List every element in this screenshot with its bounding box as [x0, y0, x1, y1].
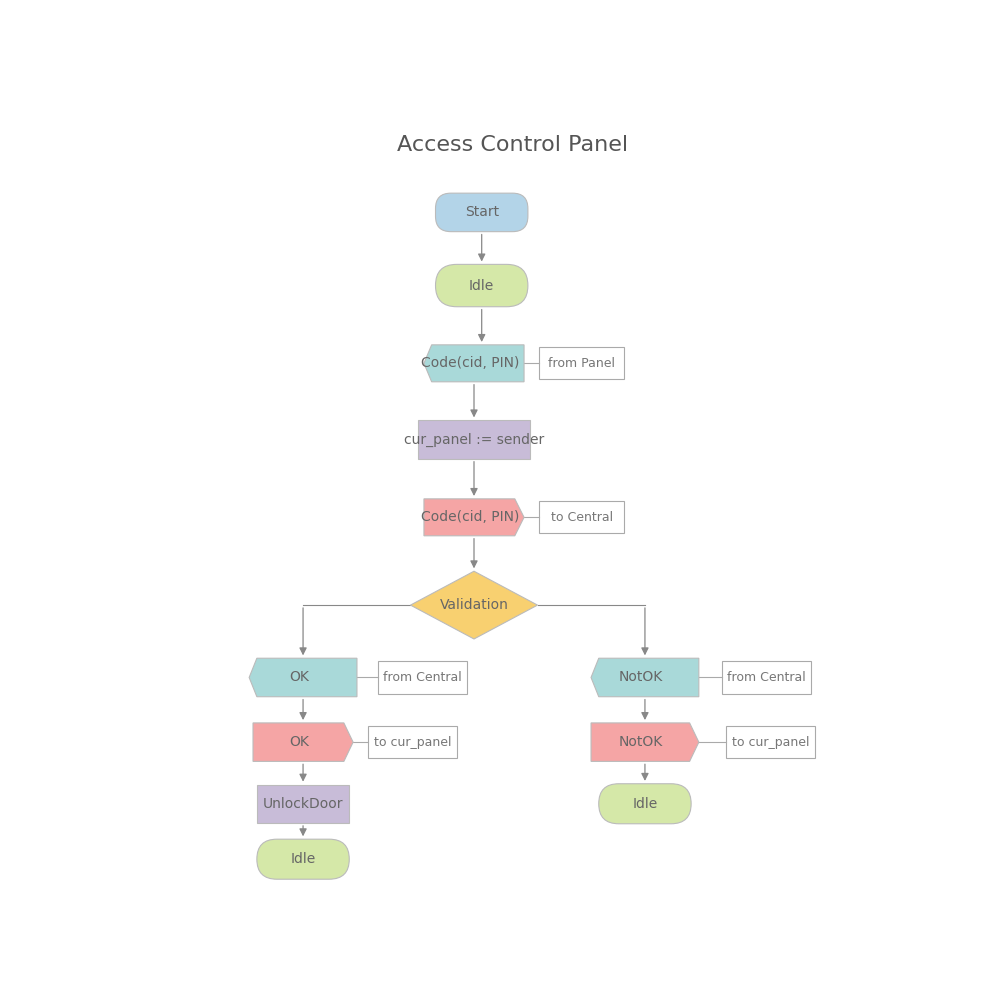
Text: Start: Start — [465, 205, 499, 219]
Bar — [539, 501, 624, 533]
Text: to cur_panel: to cur_panel — [374, 736, 451, 749]
Text: cur_panel := sender: cur_panel := sender — [404, 432, 544, 447]
Text: from Central: from Central — [727, 671, 806, 684]
Text: to Central: to Central — [551, 511, 613, 524]
Text: Idle: Idle — [469, 279, 494, 293]
FancyBboxPatch shape — [257, 839, 349, 879]
Polygon shape — [249, 658, 357, 697]
FancyBboxPatch shape — [599, 784, 691, 824]
Bar — [368, 726, 457, 758]
Polygon shape — [591, 723, 699, 761]
Text: NotOK: NotOK — [619, 670, 663, 684]
Bar — [257, 785, 349, 823]
Text: NotOK: NotOK — [619, 735, 663, 749]
Bar — [378, 661, 467, 694]
Bar — [418, 420, 530, 459]
Text: Code(cid, PIN): Code(cid, PIN) — [421, 356, 519, 370]
Text: from Panel: from Panel — [548, 357, 615, 370]
FancyBboxPatch shape — [436, 264, 528, 307]
FancyBboxPatch shape — [436, 193, 528, 232]
Polygon shape — [253, 723, 353, 761]
Bar — [722, 661, 811, 694]
Polygon shape — [410, 571, 538, 639]
Polygon shape — [424, 499, 524, 536]
Text: to cur_panel: to cur_panel — [732, 736, 809, 749]
Bar — [539, 347, 624, 379]
Text: Access Control Panel: Access Control Panel — [397, 135, 628, 155]
Text: UnlockDoor: UnlockDoor — [263, 797, 343, 811]
Bar — [726, 726, 815, 758]
Polygon shape — [424, 345, 524, 382]
Polygon shape — [591, 658, 699, 697]
Text: OK: OK — [289, 670, 309, 684]
Text: Code(cid, PIN): Code(cid, PIN) — [421, 510, 519, 524]
Text: OK: OK — [289, 735, 309, 749]
Text: Idle: Idle — [632, 797, 658, 811]
Text: Validation: Validation — [440, 598, 508, 612]
Text: Idle: Idle — [290, 852, 316, 866]
Text: from Central: from Central — [383, 671, 462, 684]
